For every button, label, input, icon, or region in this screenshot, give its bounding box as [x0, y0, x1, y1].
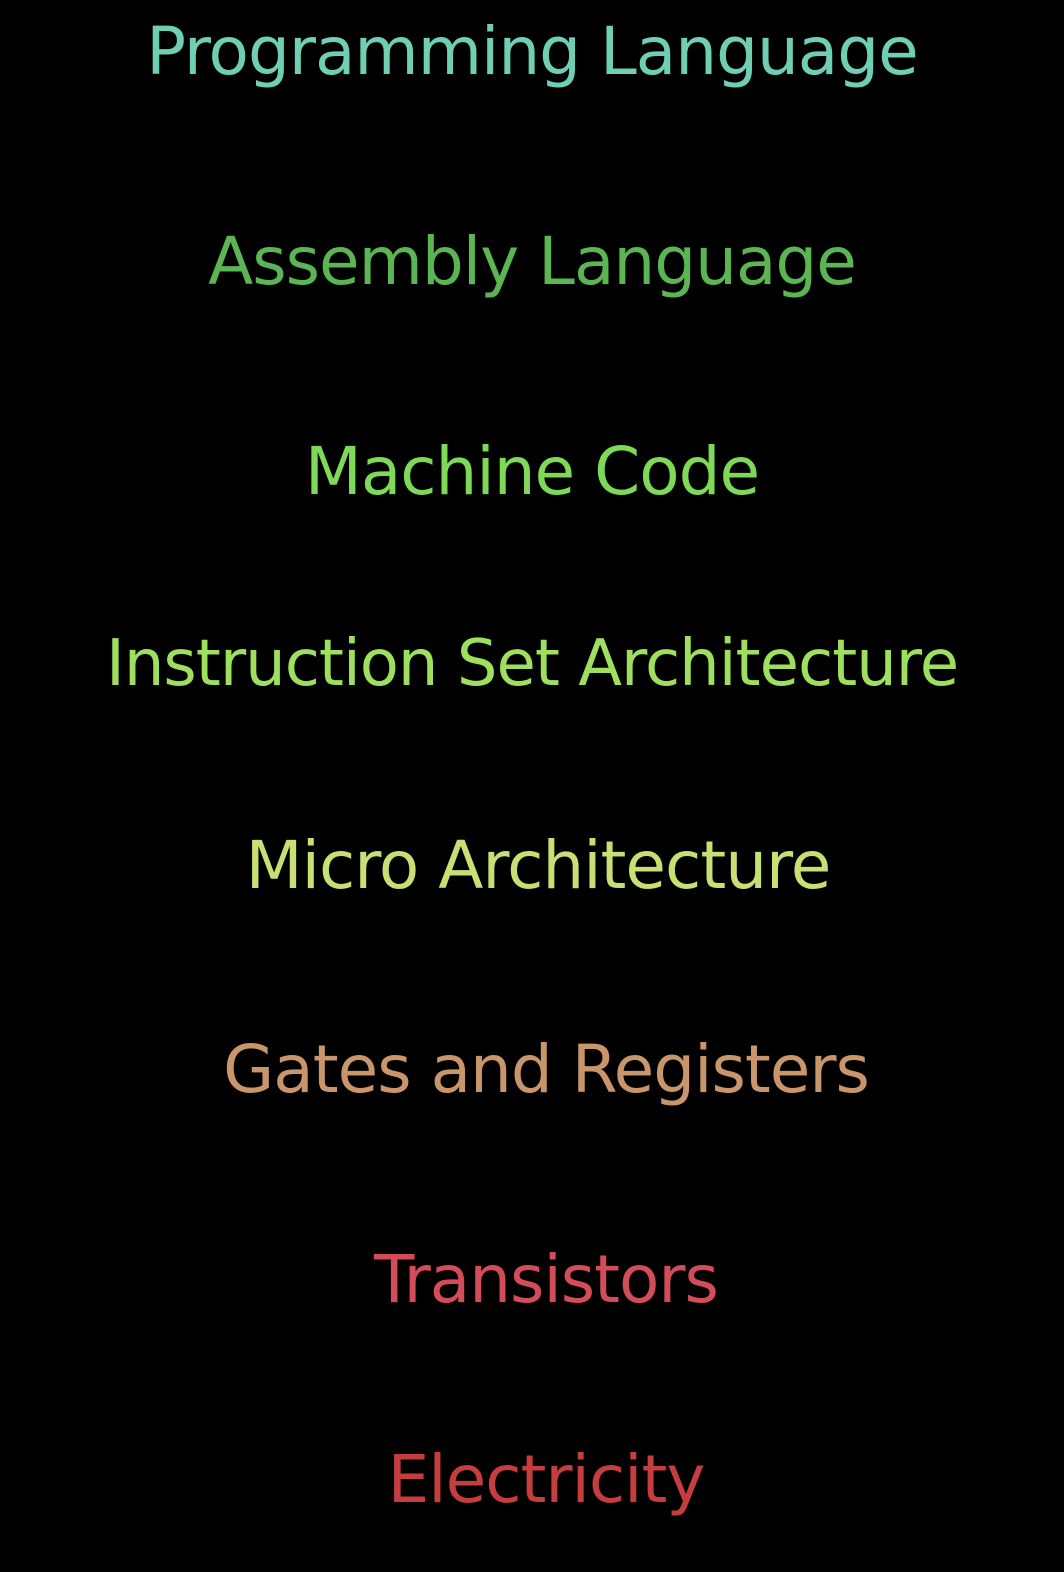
layer-transistors: Transistors — [374, 1241, 719, 1318]
layer-electricity: Electricity — [387, 1441, 706, 1518]
layer-machine-code: Machine Code — [304, 433, 760, 510]
layer-micro-architecture: Micro Architecture — [245, 827, 832, 904]
layer-programming-language: Programming Language — [146, 13, 919, 90]
layer-instruction-set-architecture: Instruction Set Architecture — [105, 627, 959, 701]
layer-assembly-language: Assembly Language — [208, 223, 857, 300]
layer-gates-and-registers: Gates and Registers — [223, 1031, 870, 1108]
